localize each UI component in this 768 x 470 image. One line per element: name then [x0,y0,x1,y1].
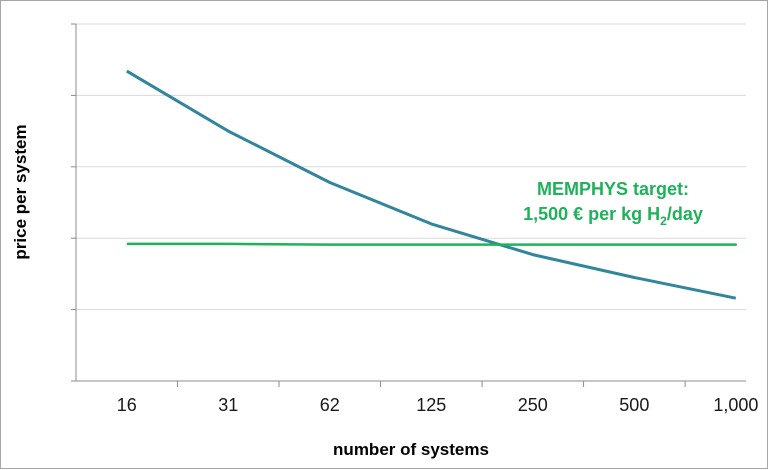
x-tick-label: 62 [320,395,340,415]
x-tick-label: 250 [518,395,548,415]
target-annotation-line2: 1,500 € per kg H2/day [523,204,703,228]
x-tick-label: 31 [218,395,238,415]
annotation-end-text: /day [667,204,703,224]
axes [71,23,746,387]
annotation-subscript: 2 [660,214,667,228]
annotation-main-text: 1,500 € per kg H [523,204,660,224]
x-tick-label: 16 [117,395,137,415]
x-tick-labels: 16 31 62 125 250 500 1,000 [117,395,759,415]
y-axis-title: price per system [11,124,30,259]
price-curve [126,69,737,300]
target-annotation-line1: MEMPHYS target: [537,179,689,199]
target-line [126,242,738,246]
series-lines [126,69,738,300]
x-tick-label: 500 [619,395,649,415]
x-tick-label: 125 [416,395,446,415]
x-axis-title: number of systems [333,440,489,459]
x-tick-label: 1,000 [713,395,758,415]
gridlines [76,23,746,311]
